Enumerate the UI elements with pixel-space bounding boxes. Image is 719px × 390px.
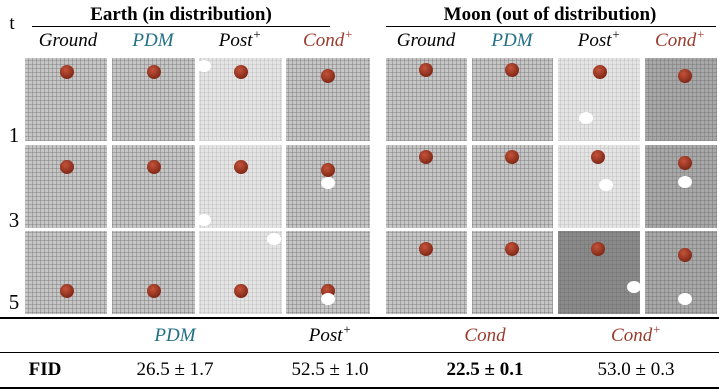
column-header: PDM — [132, 31, 173, 51]
tile-grid — [199, 231, 282, 314]
rule — [0, 387, 719, 389]
column-header: Cond+ — [655, 28, 705, 51]
header-text: Cond — [303, 30, 345, 51]
row-label: FID — [28, 359, 62, 380]
column-header: Cond — [464, 326, 505, 346]
row-label: 1 — [8, 123, 20, 147]
header-text: PDM — [154, 325, 196, 346]
column-header: Cond+ — [303, 28, 353, 51]
ball — [419, 63, 433, 77]
tiles — [25, 58, 717, 314]
ball — [321, 69, 335, 83]
ball — [678, 156, 692, 170]
header-text: Cond — [655, 30, 697, 51]
group-title: Moon (out of distribution) — [443, 4, 657, 25]
header-sup: + — [342, 321, 352, 337]
ball — [234, 284, 248, 298]
ball — [234, 65, 248, 79]
tile-grid — [112, 231, 195, 314]
ball — [505, 63, 519, 77]
ball — [678, 248, 692, 262]
column-header: Ground — [39, 31, 97, 51]
ball — [593, 65, 607, 79]
tile-grid — [25, 231, 107, 314]
row-label: 5 — [8, 290, 20, 314]
white-blob — [267, 233, 281, 245]
header-sup: + — [652, 321, 661, 337]
ball — [147, 65, 161, 79]
column-header: PDM — [154, 326, 195, 346]
ball — [678, 69, 692, 83]
header-sup: + — [344, 26, 353, 42]
white-blob — [627, 281, 641, 293]
tile-grid — [199, 145, 282, 228]
column-header: Post+ — [577, 28, 621, 51]
header-text: PDM — [491, 30, 533, 51]
header-text: Ground — [396, 30, 456, 51]
ball — [419, 242, 433, 256]
header-text: Post — [577, 30, 612, 51]
header-sup: + — [252, 26, 262, 42]
rule — [386, 26, 716, 27]
ball — [591, 150, 605, 164]
row-label: 3 — [8, 208, 20, 232]
ball — [505, 150, 519, 164]
white-blob — [599, 179, 613, 191]
image-grid — [25, 58, 717, 314]
ball — [321, 163, 335, 177]
white-blob — [579, 112, 593, 124]
white-blob — [678, 176, 692, 188]
ball — [591, 242, 605, 256]
white-blob — [197, 214, 211, 226]
ball — [505, 242, 519, 256]
header-sup: + — [696, 26, 705, 42]
ball — [147, 284, 161, 298]
cell: 26.5 ± 1.7 — [136, 359, 214, 380]
white-blob — [197, 60, 211, 72]
header-text: PDM — [132, 30, 174, 51]
header-text: Cond — [464, 325, 506, 346]
header-sup: + — [611, 26, 621, 42]
cell: 53.0 ± 0.3 — [597, 359, 675, 380]
header-text: Ground — [38, 30, 98, 51]
ball — [147, 160, 161, 174]
header-text: Cond — [611, 325, 653, 346]
tile-grid — [112, 145, 195, 228]
white-blob — [321, 177, 335, 189]
ball — [60, 284, 74, 298]
ball — [60, 160, 74, 174]
column-header: Post+ — [218, 28, 262, 51]
tile-grid — [25, 145, 107, 228]
column-header: Cond+ — [611, 323, 661, 346]
column-header: Post+ — [308, 323, 352, 346]
header-text: Post — [218, 30, 253, 51]
rule — [0, 352, 719, 353]
group-title: Earth (in distribution) — [90, 4, 272, 25]
header-text: Post — [308, 325, 343, 346]
white-blob — [321, 293, 335, 305]
column-header: PDM — [491, 31, 532, 51]
cell: 22.5 ± 0.1 — [446, 359, 524, 380]
white-blob — [678, 293, 692, 305]
rule — [0, 317, 719, 319]
ball — [419, 150, 433, 164]
cell: 52.5 ± 1.0 — [291, 359, 369, 380]
t-label: t — [9, 13, 15, 34]
rule — [32, 26, 330, 27]
ball — [60, 65, 74, 79]
column-header: Ground — [397, 31, 455, 51]
ball — [234, 160, 248, 174]
